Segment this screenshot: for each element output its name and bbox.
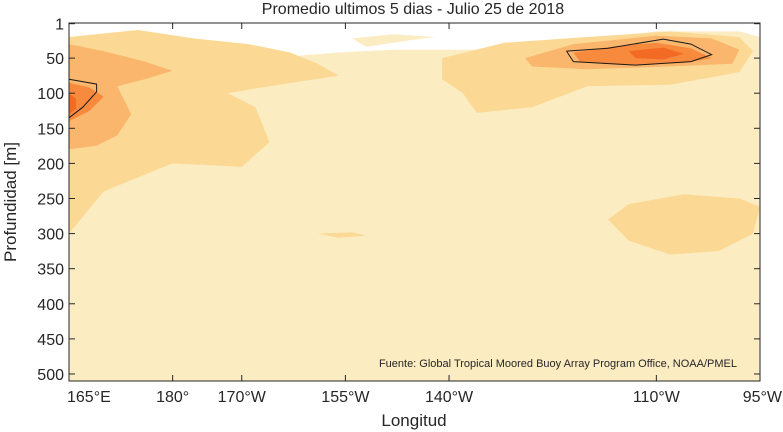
y-tick-label: 250	[37, 191, 64, 208]
y-tick-label: 50	[46, 51, 64, 68]
contour-region-level-2	[352, 34, 436, 47]
contour-region-level-3	[317, 232, 367, 238]
y-tick-label: 300	[37, 227, 64, 244]
x-tick-label: 95°W	[743, 389, 783, 406]
y-tick-label: 350	[37, 262, 64, 279]
y-tick-label: 400	[37, 297, 64, 314]
plot-area	[69, 23, 760, 381]
x-tick-label: 170°W	[218, 389, 267, 406]
y-tick-label: 450	[37, 332, 64, 349]
contour-region-level-6	[69, 93, 76, 115]
x-tick-label: 165°E	[67, 389, 111, 406]
y-tick-label: 500	[37, 367, 64, 384]
y-tick-label: 200	[37, 156, 64, 173]
x-tick-label: 155°W	[321, 389, 370, 406]
y-tick-label: 100	[37, 86, 64, 103]
contour-line	[566, 38, 713, 66]
x-axis-label: Longitud	[381, 411, 446, 430]
axes: 165°E 180° 170°W 155°W 140°W 110°W 95°W1501001…	[37, 17, 783, 406]
contour-region-level-3	[608, 194, 760, 255]
x-tick-label: 180°	[156, 389, 189, 406]
y-tick-label: 150	[37, 121, 64, 138]
contour-region-level-4	[69, 44, 173, 150]
x-tick-label: 110°W	[633, 389, 681, 406]
y-tick-label: 1	[55, 17, 64, 34]
x-tick-label: 140°W	[425, 389, 474, 406]
contour-line	[69, 78, 98, 119]
chart-title: Promedio ultimos 5 dias - Julio 25 de 20…	[262, 1, 564, 18]
contour-region-level-0	[442, 23, 740, 29]
contour-fills	[69, 23, 760, 381]
source-annotation: Fuente: Global Tropical Moored Buoy Arra…	[379, 358, 737, 370]
contour-lines	[69, 38, 713, 119]
contour-region-level-6	[628, 47, 684, 60]
plot-frame	[68, 22, 761, 382]
y-axis-label: Profundidad [m]	[1, 142, 20, 262]
